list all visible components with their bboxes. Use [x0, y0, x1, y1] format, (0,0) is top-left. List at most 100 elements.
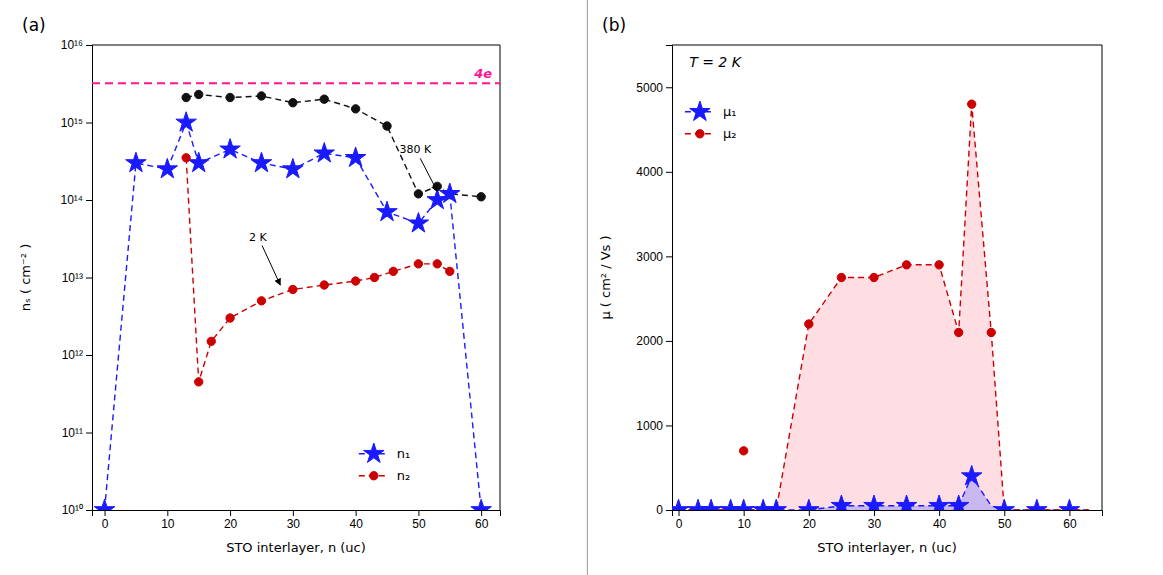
tick-label: 0	[656, 503, 663, 517]
series-marker	[701, 499, 721, 510]
tick-label: 20	[803, 517, 817, 531]
tick-label: 10	[737, 517, 751, 531]
tick-label: 1000	[636, 419, 663, 433]
series-marker	[929, 495, 949, 510]
series-marker	[446, 267, 454, 275]
series-marker	[1027, 499, 1047, 510]
y-axis-title: μ ( cm² / Vs )	[598, 235, 613, 319]
legend-label: μ₂	[723, 126, 736, 141]
x-axis-tick: 20	[224, 510, 238, 531]
series-marker	[383, 122, 391, 130]
legend-label: n₂	[397, 468, 410, 483]
tick-mark	[874, 510, 875, 516]
y-axis: 010002000300040005000	[636, 46, 672, 518]
series-marker	[182, 154, 190, 162]
reference-label: 4e	[473, 66, 492, 81]
tick-label: 10¹⁰	[62, 503, 83, 517]
tick-label: 10¹⁵	[61, 116, 83, 130]
series-marker	[220, 139, 240, 158]
legend-label: n₁	[397, 446, 410, 461]
y-axis-tick: 10¹⁶	[61, 38, 92, 52]
legend: μ₁ μ₂	[685, 101, 736, 141]
x-axis: 0102030405060	[93, 510, 501, 531]
series-line	[186, 158, 450, 382]
plot-frame	[500, 45, 501, 510]
legend-item: μ₂	[685, 126, 736, 141]
y-axis-tick: 10¹⁵	[61, 116, 92, 130]
tick-mark	[86, 200, 92, 201]
plot-area	[92, 83, 500, 510]
tick-mark	[939, 510, 940, 516]
x-axis-tick: 40	[349, 510, 363, 531]
series-marker	[126, 152, 146, 171]
legend-marker	[690, 101, 710, 120]
tick-label: 50	[998, 517, 1012, 531]
x-axis-line	[93, 511, 501, 517]
legend-marker	[370, 472, 378, 480]
legend-item: μ₁	[685, 101, 736, 120]
tick-label: 0	[676, 517, 683, 531]
series-marker	[896, 495, 916, 510]
series-marker	[477, 193, 485, 201]
series-marker	[257, 92, 265, 100]
panel: 0102030405060010002000300040005000(b)STO…	[598, 15, 1103, 555]
x-axis-tick: 30	[868, 510, 882, 531]
plot-frame	[672, 45, 1102, 46]
y-axis-line	[666, 46, 673, 511]
tick-label: 10¹⁶	[61, 38, 83, 52]
tick-mark	[809, 510, 810, 516]
tick-mark	[666, 256, 672, 257]
area-fill	[679, 476, 1089, 510]
x-axis-tick: 0	[102, 510, 109, 531]
tick-label: 40	[349, 517, 363, 531]
series-marker	[440, 183, 460, 202]
series-marker	[864, 495, 884, 510]
legend-label: μ₁	[723, 104, 736, 119]
tick-mark	[666, 172, 672, 173]
tick-label: 60	[475, 517, 489, 531]
x-axis-line	[673, 511, 1103, 517]
series-marker	[948, 495, 968, 510]
series-marker	[389, 267, 397, 275]
tick-mark	[293, 510, 294, 516]
series-marker	[251, 152, 271, 171]
tick-label: 30	[868, 517, 882, 531]
series-marker	[968, 100, 976, 108]
tick-mark	[105, 510, 106, 516]
series-line	[105, 123, 482, 511]
series-marker	[289, 99, 297, 107]
plot-area	[672, 100, 1089, 510]
series-marker	[961, 465, 981, 484]
tick-label: 10¹⁴	[61, 193, 84, 207]
x-axis-tick: 60	[1063, 510, 1077, 531]
y-axis-tick: 1000	[636, 419, 672, 433]
plot-frame	[92, 45, 500, 46]
tick-mark	[679, 510, 680, 516]
legend-marker	[364, 443, 384, 462]
series-marker	[805, 320, 813, 328]
x-axis-tick: 50	[412, 510, 426, 531]
x-axis-tick: 40	[933, 510, 947, 531]
y-axis-tick: 10¹¹	[62, 426, 92, 440]
tick-mark	[666, 87, 672, 88]
tick-label: 10¹¹	[62, 426, 83, 440]
series-marker	[987, 328, 995, 336]
tick-label: 40	[933, 517, 947, 531]
x-axis-tick: 30	[287, 510, 301, 531]
tick-mark	[86, 355, 92, 356]
area-fill	[679, 104, 1089, 510]
x-axis-tick: 20	[803, 510, 817, 531]
tick-label: 0	[102, 517, 109, 531]
series-marker	[954, 328, 962, 336]
y-axis-line	[86, 46, 93, 511]
series-marker	[799, 499, 819, 510]
x-axis-title: STO interlayer, n (uc)	[226, 540, 366, 555]
series-marker	[935, 261, 943, 269]
series-marker	[408, 213, 428, 232]
panel-title: (a)	[22, 15, 46, 35]
series-marker	[766, 499, 786, 510]
y-axis-tick: 2000	[636, 334, 672, 348]
tick-label: 10¹³	[62, 271, 83, 285]
tick-mark	[666, 425, 672, 426]
tick-label: 50	[412, 517, 426, 531]
